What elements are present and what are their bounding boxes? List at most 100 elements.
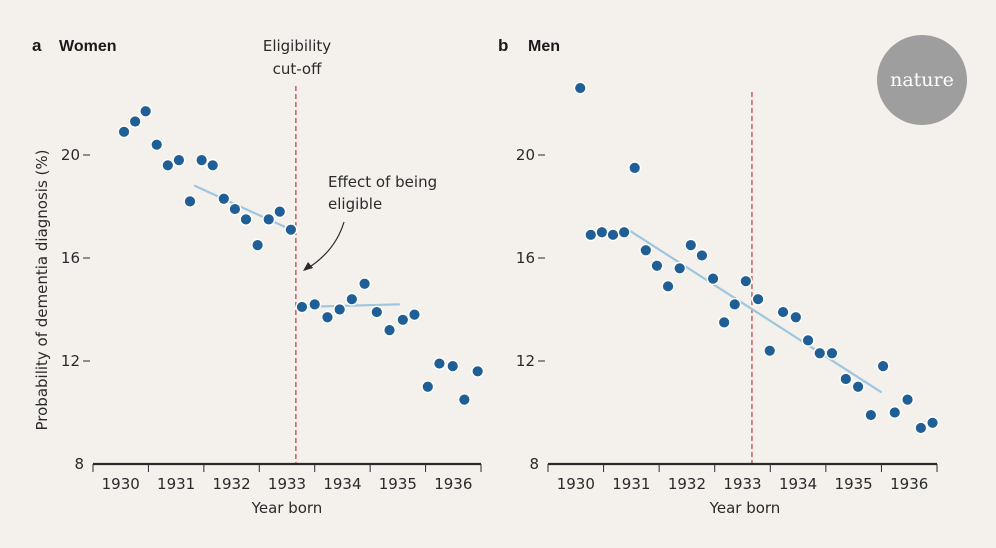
trend-line <box>623 226 882 393</box>
data-point <box>914 421 928 435</box>
data-point <box>801 333 815 347</box>
data-point <box>825 346 839 360</box>
data-point <box>617 225 631 239</box>
data-point <box>926 416 940 430</box>
data-point <box>172 153 186 167</box>
data-point <box>639 243 653 257</box>
x-tick-label: 1932 <box>212 475 250 493</box>
y-tick-label: 8 <box>529 455 539 473</box>
data-point <box>217 192 231 206</box>
data-point <box>239 212 253 226</box>
data-point <box>739 274 753 288</box>
data-point <box>284 223 298 237</box>
data-point <box>684 238 698 252</box>
data-point <box>251 238 265 252</box>
x-tick-label: 1930 <box>557 475 595 493</box>
data-point <box>661 279 675 293</box>
data-point <box>864 408 878 422</box>
x-axis-label-women: Year born <box>251 499 323 517</box>
panel-women: a Women Eligibility cut-off Effect of be… <box>32 36 485 517</box>
data-point <box>650 259 664 273</box>
effect-arrow-head <box>303 262 313 271</box>
data-point <box>358 277 372 291</box>
y-axis-label: Probability of dementia diagnosis (%) <box>33 149 51 430</box>
effect-arrow <box>304 221 345 271</box>
panel-letter-a: a <box>32 36 42 55</box>
data-point <box>876 359 890 373</box>
data-point <box>457 393 471 407</box>
effect-annotation-line2: eligible <box>328 195 382 213</box>
data-point <box>706 272 720 286</box>
x-tick-label: 1936 <box>434 475 472 493</box>
data-point <box>673 261 687 275</box>
panel-men: b Men 1930 1931 1932 1933 1934 1935 1936 8 12 16 2… <box>498 36 940 517</box>
data-point <box>432 357 446 371</box>
logo-text: nature <box>890 69 954 91</box>
data-point <box>776 305 790 319</box>
data-point <box>606 228 620 242</box>
data-point <box>195 153 209 167</box>
data-point <box>273 205 287 219</box>
cutoff-label-line2: cut-off <box>273 60 323 78</box>
data-point <box>728 297 742 311</box>
data-point <box>183 194 197 208</box>
y-tick-label: 16 <box>516 249 535 267</box>
data-point <box>150 138 164 152</box>
x-axis-label-men: Year born <box>709 499 781 517</box>
x-tick-label: 1930 <box>102 475 140 493</box>
cutoff-label-line1: Eligibility <box>263 37 331 55</box>
data-point <box>901 393 915 407</box>
data-point <box>370 305 384 319</box>
data-point <box>396 313 410 327</box>
data-point <box>320 310 334 324</box>
data-point <box>584 228 598 242</box>
x-tick-label: 1932 <box>668 475 706 493</box>
y-tick-label: 8 <box>74 455 84 473</box>
y-tick-label: 20 <box>516 146 535 164</box>
data-point <box>789 310 803 324</box>
y-tick-label: 20 <box>61 146 80 164</box>
data-point <box>695 248 709 262</box>
panel-title-women: Women <box>59 38 116 55</box>
x-tick-label: 1934 <box>779 475 817 493</box>
data-point <box>295 300 309 314</box>
effect-annotation-line1: Effect of being <box>328 173 437 191</box>
data-point <box>128 115 142 129</box>
data-point <box>471 364 485 378</box>
data-point <box>595 225 609 239</box>
data-point <box>851 380 865 394</box>
x-tick-label: 1934 <box>323 475 361 493</box>
x-tick-label: 1931 <box>157 475 195 493</box>
data-point <box>407 308 421 322</box>
data-point <box>763 344 777 358</box>
trend-line <box>193 184 292 231</box>
data-point <box>161 158 175 172</box>
panel-letter-b: b <box>498 36 508 55</box>
x-tick-label: 1931 <box>612 475 650 493</box>
data-point <box>446 359 460 373</box>
nature-logo: nature <box>877 35 967 125</box>
panel-title-men: Men <box>528 38 560 55</box>
data-point <box>839 372 853 386</box>
x-tick-label: 1933 <box>723 475 761 493</box>
y-tick-label: 12 <box>61 352 80 370</box>
data-point <box>383 323 397 337</box>
data-point <box>308 297 322 311</box>
x-tick-label: 1935 <box>835 475 873 493</box>
x-tick-label: 1935 <box>379 475 417 493</box>
data-point <box>262 212 276 226</box>
logo-circle <box>877 35 967 125</box>
data-point <box>345 292 359 306</box>
data-point <box>813 346 827 360</box>
y-tick-label: 12 <box>516 352 535 370</box>
data-point <box>751 292 765 306</box>
y-tick-label: 16 <box>61 249 80 267</box>
data-point <box>421 380 435 394</box>
data-point <box>333 303 347 317</box>
data-point <box>573 81 587 95</box>
data-point <box>117 125 131 139</box>
x-tick-label: 1933 <box>268 475 306 493</box>
data-point <box>628 161 642 175</box>
data-point <box>206 158 220 172</box>
